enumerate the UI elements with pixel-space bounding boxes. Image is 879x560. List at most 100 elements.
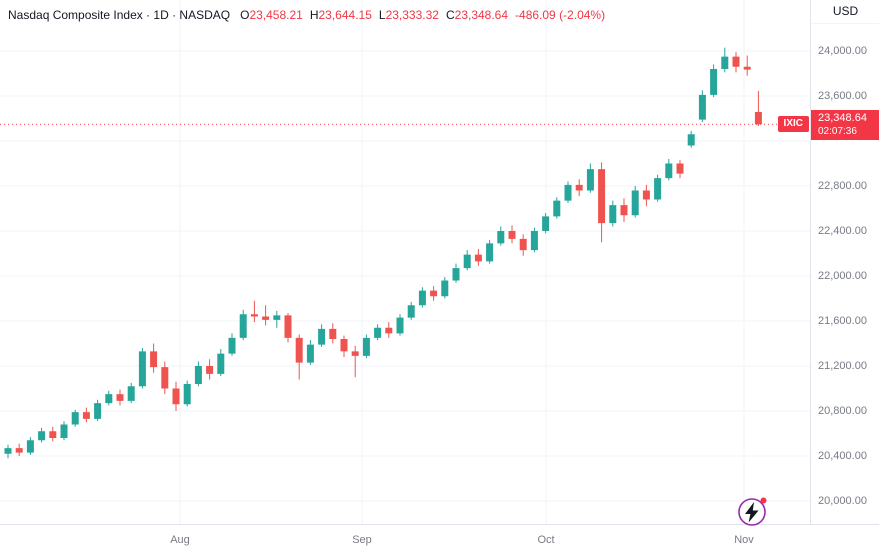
symbol-price-line-label: IXIC bbox=[777, 116, 809, 133]
candle-body bbox=[676, 163, 684, 174]
price-axis-label: 22,000.00 bbox=[818, 270, 867, 282]
candle-body bbox=[598, 169, 606, 224]
candle-body bbox=[284, 315, 292, 338]
lightning-button[interactable] bbox=[737, 495, 769, 527]
candle-body bbox=[430, 290, 438, 297]
candle-body bbox=[732, 56, 740, 67]
candle-body bbox=[228, 337, 236, 354]
candle-body bbox=[497, 231, 505, 244]
candle-body bbox=[183, 384, 191, 405]
candle-body bbox=[609, 205, 617, 224]
candle-body bbox=[38, 431, 46, 441]
candle-body bbox=[564, 184, 572, 201]
candle-body bbox=[586, 169, 594, 191]
price-axis[interactable]: USD 24,000.00 23,600.00 22,800.00 22,400.00… bbox=[810, 0, 879, 524]
candle-body bbox=[519, 238, 527, 251]
candle-body bbox=[15, 448, 23, 453]
candle-body bbox=[441, 280, 449, 297]
candle-body bbox=[4, 448, 12, 454]
change-value: -486.09 (-2.04%) bbox=[515, 8, 606, 22]
candle-body bbox=[82, 412, 90, 419]
ohlc-close: C23,348.64 bbox=[445, 8, 509, 22]
ohlc-open: O23,458.21 bbox=[240, 8, 303, 22]
price-axis-label: 22,400.00 bbox=[818, 225, 867, 237]
currency-label[interactable]: USD bbox=[811, 0, 879, 24]
symbol-legend: Nasdaq Composite Index · 1D · NASDAQ O23… bbox=[8, 7, 605, 23]
candle-body bbox=[542, 216, 550, 231]
candle-body bbox=[250, 314, 258, 317]
price-axis-label: 20,400.00 bbox=[818, 450, 867, 462]
price-axis-label: 21,600.00 bbox=[818, 315, 867, 327]
candle-body bbox=[161, 367, 169, 389]
time-axis[interactable]: Aug Sep Oct Nov bbox=[0, 524, 879, 560]
time-axis-label: Nov bbox=[734, 534, 754, 546]
candle-body bbox=[351, 351, 359, 356]
candle-body bbox=[60, 424, 68, 438]
candle-body bbox=[127, 386, 135, 401]
candle-body bbox=[138, 351, 146, 387]
candle-body bbox=[575, 184, 583, 191]
candle-body bbox=[620, 205, 628, 216]
time-axis-label: Oct bbox=[537, 534, 555, 546]
candle-body bbox=[318, 328, 326, 345]
tag-countdown: 02:07:36 bbox=[818, 126, 857, 138]
candle-body bbox=[71, 412, 79, 425]
candle-body bbox=[687, 134, 695, 146]
candle-body bbox=[396, 317, 404, 334]
candlestick-chart[interactable] bbox=[0, 0, 810, 524]
candle-body bbox=[418, 290, 426, 306]
candle-body bbox=[631, 190, 639, 216]
candle-body bbox=[329, 328, 337, 339]
candle-body bbox=[217, 353, 225, 374]
candle-body bbox=[239, 314, 247, 338]
candle-body bbox=[508, 231, 516, 239]
ohlc-high: H23,644.15 bbox=[309, 8, 372, 22]
price-axis-label: 20,000.00 bbox=[818, 495, 867, 507]
symbol-title[interactable]: Nasdaq Composite Index · 1D · NASDAQ bbox=[8, 8, 231, 22]
countdown-price-tag: 23,348.64 02:07:36 bbox=[811, 110, 879, 141]
candle-body bbox=[407, 305, 415, 318]
candle-body bbox=[105, 394, 113, 404]
candle-body bbox=[150, 351, 158, 368]
candle-body bbox=[710, 69, 718, 95]
candle-body bbox=[26, 440, 34, 453]
ohlc-low: L23,333.32 bbox=[378, 8, 439, 22]
candle-body bbox=[362, 337, 370, 356]
candle-body bbox=[374, 327, 382, 338]
candle-body bbox=[743, 66, 751, 70]
red-dot-badge bbox=[760, 497, 767, 504]
price-axis-label: 22,800.00 bbox=[818, 180, 867, 192]
candle-body bbox=[474, 254, 482, 262]
candle-body bbox=[306, 344, 314, 363]
price-axis-label: 21,200.00 bbox=[818, 360, 867, 372]
candle-body bbox=[385, 327, 393, 334]
candle-body bbox=[665, 163, 673, 179]
time-axis-label: Sep bbox=[352, 534, 372, 546]
lightning-bolt-icon bbox=[738, 497, 767, 526]
price-axis-label: 20,800.00 bbox=[818, 405, 867, 417]
candle-body bbox=[486, 243, 494, 262]
candle-body bbox=[340, 339, 348, 352]
candle-body bbox=[721, 56, 729, 69]
price-axis-label: 24,000.00 bbox=[818, 45, 867, 57]
candle-body bbox=[262, 316, 270, 320]
candle-body bbox=[172, 388, 180, 405]
candle-body bbox=[463, 254, 471, 269]
candle-body bbox=[654, 178, 662, 200]
chart-area[interactable]: Nasdaq Composite Index · 1D · NASDAQ O23… bbox=[0, 0, 810, 527]
candle-body bbox=[273, 315, 281, 320]
candle-body bbox=[295, 337, 303, 363]
time-axis-label: Aug bbox=[170, 534, 190, 546]
candle-body bbox=[206, 366, 214, 374]
candle-body bbox=[553, 200, 561, 217]
candle-body bbox=[49, 431, 57, 438]
candle-body bbox=[698, 94, 706, 120]
candle-body bbox=[754, 111, 762, 125]
candle-body bbox=[452, 268, 460, 281]
candle-body bbox=[194, 366, 202, 384]
price-axis-label: 23,600.00 bbox=[818, 90, 867, 102]
candle-body bbox=[530, 231, 538, 251]
tag-price: 23,348.64 bbox=[818, 112, 867, 125]
candle-body bbox=[94, 403, 102, 419]
